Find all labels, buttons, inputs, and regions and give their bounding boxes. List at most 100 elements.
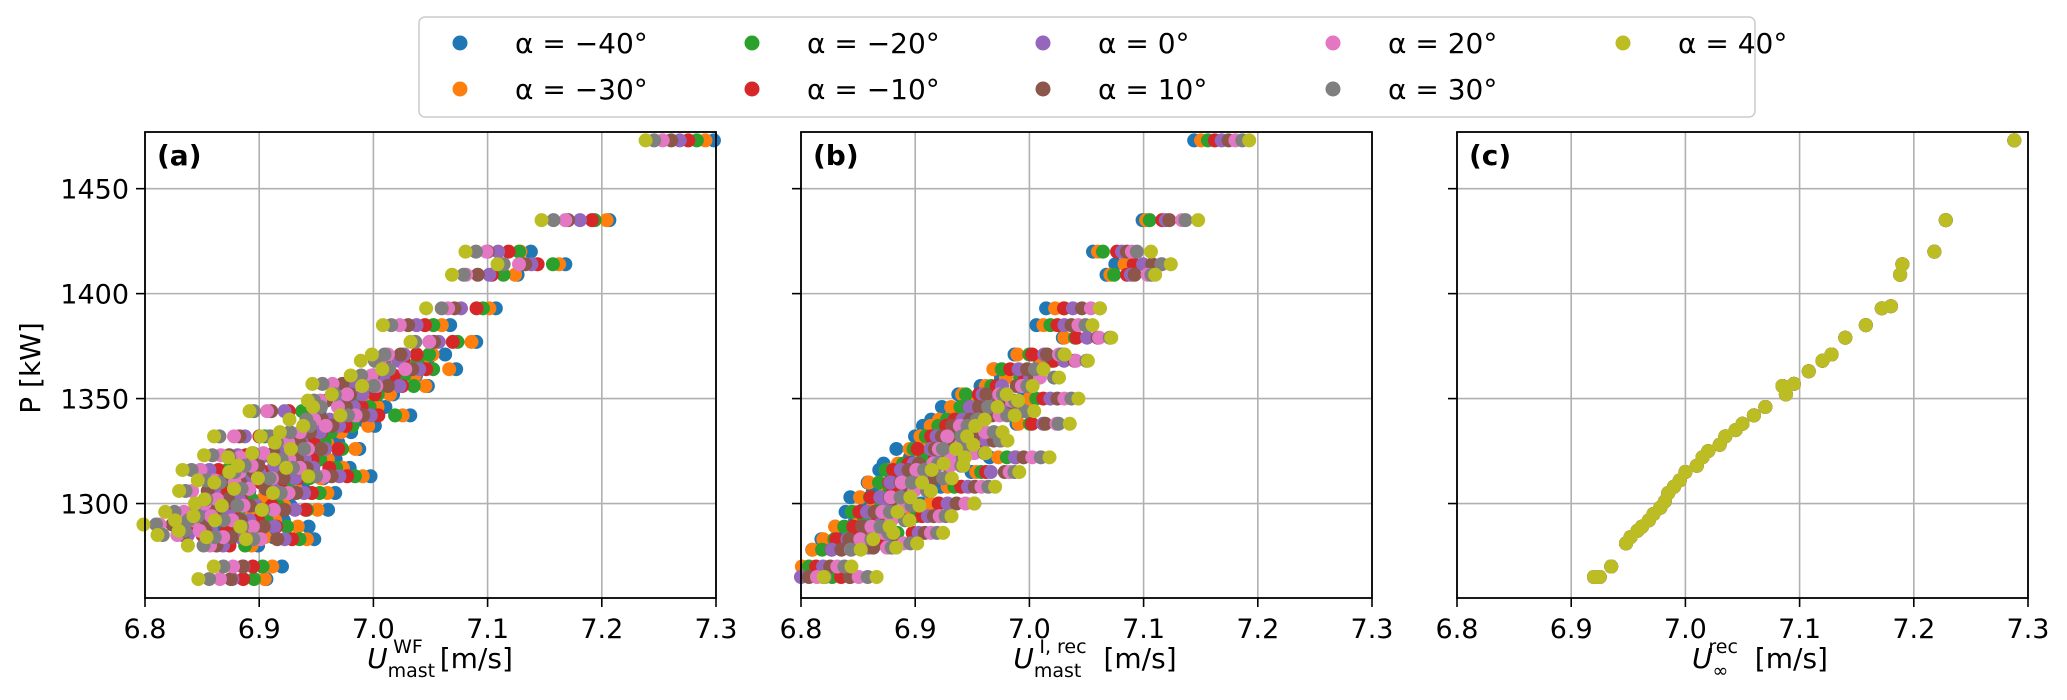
x-tick-label: 6.9 bbox=[894, 614, 937, 645]
data-point bbox=[1129, 244, 1144, 259]
data-point bbox=[226, 559, 241, 574]
data-point bbox=[207, 429, 222, 444]
data-point bbox=[469, 301, 484, 316]
axes-frame bbox=[1456, 131, 2029, 599]
legend-label: α = −40° bbox=[515, 27, 648, 60]
legend-label: α = 0° bbox=[1098, 27, 1190, 60]
data-point bbox=[355, 378, 370, 393]
series-8 bbox=[816, 133, 1257, 585]
data-point bbox=[149, 517, 164, 532]
data-point bbox=[236, 572, 251, 587]
data-point bbox=[233, 519, 248, 534]
data-point bbox=[298, 502, 313, 517]
x-tick-label: 7.2 bbox=[580, 614, 623, 645]
data-point bbox=[158, 504, 173, 519]
data-point bbox=[910, 441, 925, 456]
data-point bbox=[150, 528, 165, 543]
panel-label-a: (a) bbox=[157, 139, 202, 172]
data-point bbox=[2007, 133, 2022, 148]
data-point bbox=[227, 429, 242, 444]
data-point bbox=[222, 465, 237, 480]
legend-marker bbox=[744, 81, 760, 97]
data-point bbox=[512, 244, 527, 259]
data-point bbox=[1027, 404, 1042, 419]
data-point bbox=[253, 429, 268, 444]
data-point bbox=[1071, 391, 1086, 406]
data-point bbox=[863, 490, 878, 505]
data-point bbox=[915, 475, 930, 490]
data-point bbox=[353, 353, 368, 368]
data-point bbox=[267, 519, 282, 534]
data-point bbox=[187, 496, 202, 511]
data-point bbox=[315, 376, 330, 391]
y-tick-label: 1350 bbox=[60, 385, 129, 416]
data-point bbox=[325, 376, 340, 391]
data-point bbox=[254, 502, 269, 517]
data-point bbox=[1057, 347, 1072, 362]
legend: α = −40° α = −30° α = −20° α = −10° α = 0° α … bbox=[418, 16, 1787, 118]
data-point bbox=[1838, 330, 1853, 345]
data-point bbox=[853, 532, 868, 547]
data-point bbox=[216, 559, 231, 574]
y-tick-label: 1400 bbox=[60, 280, 129, 311]
data-point bbox=[990, 399, 1005, 414]
data-point bbox=[816, 570, 831, 585]
data-point bbox=[442, 362, 457, 377]
data-point bbox=[392, 378, 407, 393]
data-point bbox=[266, 502, 281, 517]
data-point bbox=[935, 441, 950, 456]
legend-marker bbox=[1615, 35, 1631, 51]
data-point bbox=[1024, 416, 1039, 431]
data-point bbox=[172, 483, 187, 498]
data-point bbox=[956, 458, 971, 473]
y-tick-label: 1450 bbox=[60, 175, 129, 206]
data-point bbox=[573, 213, 588, 228]
data-point bbox=[270, 532, 285, 547]
data-point bbox=[1057, 330, 1072, 345]
legend-marker bbox=[744, 35, 760, 51]
data-point bbox=[272, 425, 287, 440]
data-point bbox=[262, 471, 277, 486]
data-point bbox=[1000, 433, 1015, 448]
data-point bbox=[282, 425, 297, 440]
data-point bbox=[1007, 408, 1022, 423]
legend-label: α = −30° bbox=[515, 73, 648, 106]
data-point bbox=[366, 378, 381, 393]
data-point bbox=[936, 525, 951, 540]
data-point bbox=[923, 483, 938, 498]
data-point bbox=[1062, 416, 1077, 431]
data-point bbox=[871, 475, 886, 490]
data-point bbox=[1242, 133, 1257, 148]
legend-marker bbox=[452, 35, 468, 51]
data-point bbox=[1092, 330, 1107, 345]
data-point bbox=[1142, 213, 1157, 228]
data-point bbox=[364, 368, 379, 383]
data-point bbox=[924, 462, 939, 477]
data-point bbox=[1801, 364, 1816, 379]
data-point bbox=[1178, 213, 1193, 228]
data-point bbox=[890, 504, 905, 519]
data-point bbox=[558, 213, 573, 228]
data-point bbox=[534, 213, 549, 228]
data-point bbox=[1883, 299, 1898, 314]
data-point bbox=[324, 387, 339, 402]
data-point bbox=[354, 368, 369, 383]
data-point bbox=[638, 133, 653, 148]
data-point bbox=[361, 418, 376, 433]
data-point bbox=[297, 441, 312, 456]
x-tick-label: 6.9 bbox=[238, 614, 281, 645]
data-point bbox=[944, 471, 959, 486]
data-point bbox=[197, 448, 212, 463]
data-point bbox=[1689, 458, 1704, 473]
axes-frame bbox=[144, 131, 717, 599]
data-point bbox=[1010, 347, 1025, 362]
x-tick-label: 7.2 bbox=[1236, 614, 1279, 645]
data-point bbox=[1011, 393, 1026, 408]
data-point bbox=[190, 473, 205, 488]
data-point bbox=[180, 538, 195, 553]
data-point bbox=[479, 244, 494, 259]
data-point bbox=[458, 244, 473, 259]
data-point bbox=[227, 481, 242, 496]
data-point bbox=[501, 244, 516, 259]
